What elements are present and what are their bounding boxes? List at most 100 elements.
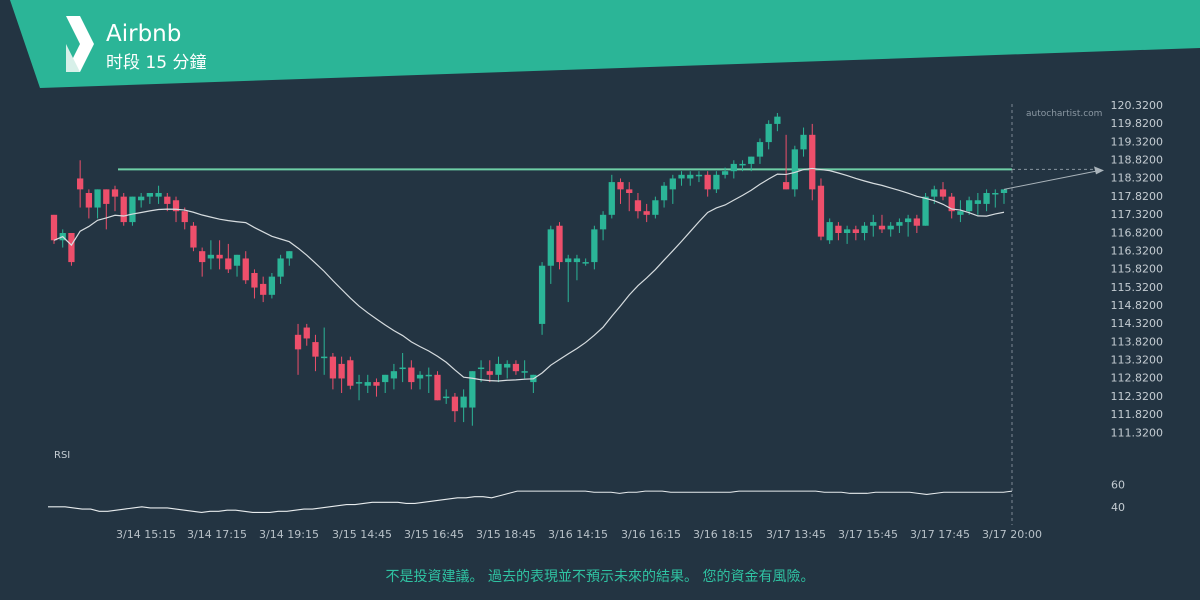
price-tick-label: 117.8200: [1111, 190, 1164, 203]
candle-body: [974, 200, 981, 204]
candle-body: [355, 382, 363, 384]
candle-body: [896, 222, 903, 226]
candle: [904, 214, 912, 237]
candle-body: [294, 334, 302, 350]
candle-body: [486, 371, 493, 375]
candle-body: [704, 174, 711, 190]
candle-body: [120, 196, 127, 223]
candle: [608, 174, 615, 219]
candle-body: [748, 156, 755, 164]
candle-body: [931, 189, 938, 197]
candle-body: [172, 200, 180, 212]
time-tick-label: 3/17 20:00: [982, 528, 1042, 541]
time-tick-label: 3/14 15:15: [116, 528, 176, 541]
candle-body: [103, 189, 110, 204]
price-tick-label: 114.3200: [1111, 317, 1164, 330]
candle: [948, 193, 955, 219]
time-tick-label: 3/17 17:45: [910, 528, 970, 541]
candle-body: [547, 229, 554, 266]
price-tick-label: 112.3200: [1111, 390, 1164, 403]
candle-body: [521, 371, 528, 373]
price-tick-label: 113.8200: [1111, 335, 1164, 348]
candle-body: [321, 356, 328, 359]
candle-body: [242, 258, 249, 281]
candle-body: [146, 193, 154, 197]
price-axis: 120.3200 119.8200 119.3200 118.8200 118.3200…: [1111, 99, 1164, 439]
candle-body: [878, 225, 886, 230]
price-tick-label: 111.8200: [1111, 408, 1164, 421]
time-tick-label: 3/16 18:15: [693, 528, 753, 541]
candle-body: [948, 196, 955, 212]
logo-icon: [66, 16, 94, 72]
candle: [983, 189, 990, 212]
candle: [791, 145, 798, 197]
candle: [312, 334, 319, 372]
candle: [68, 233, 75, 266]
candle: [286, 251, 293, 266]
candle: [861, 222, 868, 241]
price-tick-label: 118.3200: [1111, 172, 1164, 185]
candle: [599, 211, 607, 241]
candle-body: [739, 163, 746, 166]
candle: [852, 225, 859, 241]
candle-body: [687, 174, 694, 179]
candle: [103, 189, 110, 230]
candle: [207, 240, 215, 270]
candle-body: [469, 371, 476, 408]
candle-body: [983, 193, 990, 204]
candle: [129, 196, 136, 226]
time-tick-label: 3/16 16:15: [621, 528, 681, 541]
price-tick-label: 111.3200: [1111, 426, 1164, 439]
disclaimer: 不是投資建議。 過去的表現並不預示未來的結果。 您的資金有風險。: [386, 568, 815, 585]
candle-body: [460, 396, 467, 408]
candle: [843, 225, 851, 244]
candle: [338, 356, 345, 393]
header-banner: [0, 0, 1200, 88]
candle: [199, 247, 206, 277]
candle: [626, 182, 633, 212]
candle: [94, 189, 101, 219]
candle-body: [756, 142, 764, 157]
candle: [390, 363, 398, 390]
candle: [512, 360, 520, 375]
candle-body: [347, 360, 354, 386]
candle-body: [312, 342, 319, 357]
candle: [573, 254, 581, 281]
candle-body: [443, 396, 450, 399]
candle: [146, 193, 154, 204]
candle-body: [50, 214, 58, 241]
price-tick-label: 114.8200: [1111, 299, 1164, 312]
candle: [547, 225, 554, 284]
candle-body: [721, 171, 729, 175]
candle: [399, 353, 406, 383]
candle-body: [835, 225, 842, 233]
candle-body: [303, 327, 310, 339]
candle: [495, 356, 502, 383]
candle-body: [843, 229, 851, 233]
candle: [939, 182, 947, 201]
candle: [469, 371, 476, 426]
price-tick-label: 117.3200: [1111, 208, 1164, 221]
candle: [765, 120, 772, 150]
candle: [111, 185, 119, 212]
candle-body: [774, 116, 781, 124]
candle: [303, 323, 310, 346]
candle: [582, 258, 589, 266]
candle-body: [599, 214, 607, 230]
candle: [50, 214, 58, 244]
candle-body: [608, 182, 615, 215]
watermark: autochartist.com: [1026, 109, 1102, 119]
candle: [591, 225, 598, 270]
candle: [809, 123, 816, 201]
candle: [355, 374, 363, 401]
candle: [878, 214, 886, 233]
candle-body: [556, 225, 563, 263]
app-title: Airbnb: [106, 21, 181, 47]
candle-body: [495, 363, 502, 375]
candle: [556, 222, 563, 270]
candle: [957, 200, 964, 223]
candle-body: [233, 254, 241, 266]
candle: [164, 193, 171, 212]
candle: [486, 360, 493, 383]
